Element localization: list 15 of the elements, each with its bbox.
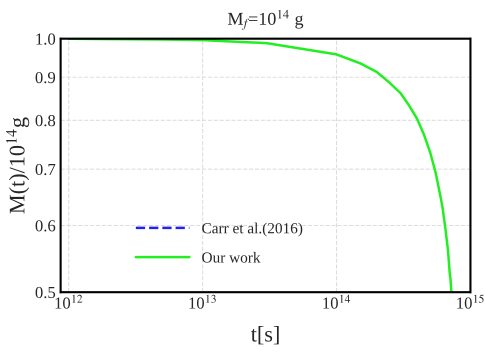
y-tick-label: 1.0	[36, 33, 56, 45]
chart-title: M$_{f}$=10$^{14}$ g	[228, 10, 304, 30]
x-tick-label: 10$^{14}$	[323, 294, 350, 309]
x-axis-title: t[s]	[250, 326, 279, 344]
y-tick-label: 0.5	[36, 286, 56, 298]
y-axis-title: M(t)/10$^{14}$g	[6, 117, 30, 214]
y-tick-label: 0.7	[36, 164, 56, 176]
y-tick-label: 0.6	[36, 220, 56, 232]
x-tick-label: 10$^{15}$	[457, 294, 484, 309]
x-tick-label: 10$^{12}$	[56, 294, 82, 309]
legend-label: Our work	[202, 252, 261, 263]
x-tick-label: 10$^{13}$	[189, 294, 216, 309]
legend-label: Carr et al.(2016)	[202, 222, 302, 237]
y-tick-label: 0.8	[36, 115, 56, 126]
y-tick-label: 0.9	[36, 72, 56, 84]
